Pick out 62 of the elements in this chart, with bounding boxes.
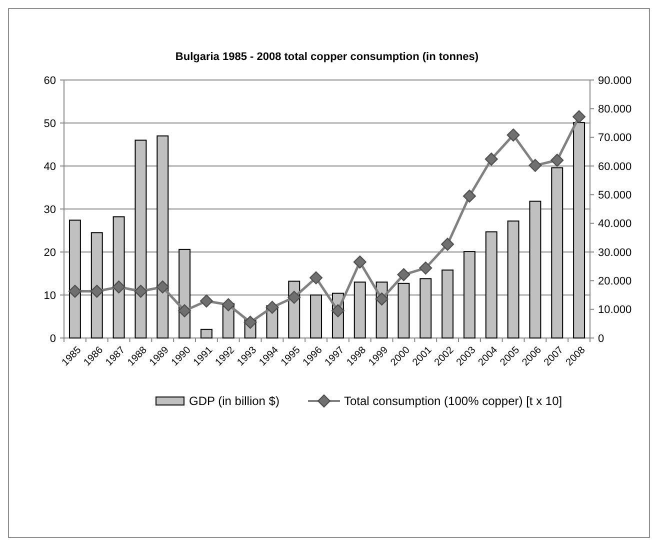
bar: [90, 232, 103, 338]
y-tick-label: 30: [44, 204, 56, 216]
bar: [551, 167, 564, 338]
point: [462, 190, 476, 203]
point: [112, 280, 126, 294]
point: [90, 284, 104, 298]
y2-tick-label: 50.000: [598, 190, 632, 202]
bar: [354, 282, 366, 338]
y-tick-label: 0: [50, 332, 56, 345]
y-tick-label: 40: [44, 160, 56, 173]
y2-tick-label: 60.000: [598, 160, 632, 173]
bar: [507, 220, 520, 338]
point: [572, 110, 586, 124]
point: [331, 304, 344, 318]
point: [550, 154, 564, 167]
y-tick-label: 60: [44, 74, 56, 87]
bar: [485, 231, 498, 338]
point: [441, 238, 454, 251]
bar: [529, 200, 542, 338]
bar: [200, 328, 212, 338]
point: [156, 280, 170, 294]
point: [222, 298, 235, 312]
point: [288, 290, 301, 304]
bar: [442, 270, 454, 338]
point: [244, 316, 257, 329]
bar: [68, 220, 81, 338]
y2-tick-label: 70.000: [598, 132, 632, 144]
y2-tick-label: 40.000: [598, 218, 632, 230]
point: [134, 284, 148, 298]
y2-tick-label: 20.000: [598, 276, 632, 288]
y2-tick-label: 90.000: [598, 74, 632, 87]
bar: [463, 251, 476, 338]
point: [397, 268, 410, 282]
chart-title: Bulgaria 1985 - 2008 total copper consumption (in tonnes): [175, 51, 479, 63]
y-tick-label: 10: [44, 290, 56, 302]
bar: [420, 278, 432, 338]
bar: [156, 135, 169, 338]
point: [528, 158, 542, 172]
point: [68, 284, 82, 298]
bar: [310, 294, 322, 338]
bar: [573, 122, 586, 338]
bar: [398, 282, 410, 338]
y-tick-label: 20: [44, 246, 56, 259]
bar: [178, 248, 191, 338]
point: [178, 304, 192, 318]
point: [375, 292, 388, 306]
legend-label: Total consumption (100% copper) [t x 10]: [344, 394, 562, 408]
point: [484, 152, 498, 166]
point: [353, 256, 366, 269]
bar: [112, 216, 125, 338]
y2-tick-label: 10.000: [598, 304, 632, 316]
point: [200, 294, 213, 308]
point: [266, 300, 279, 314]
y2-tick-label: 80.000: [598, 104, 632, 116]
bar: [134, 140, 147, 338]
point: [419, 262, 432, 275]
y-tick-label: 50: [44, 118, 56, 130]
legend-label: GDP (in billion $): [189, 394, 280, 408]
point: [310, 271, 323, 284]
y2-tick-label: 0: [598, 332, 604, 345]
y2-tick-label: 30.000: [598, 246, 632, 259]
point: [506, 128, 520, 142]
